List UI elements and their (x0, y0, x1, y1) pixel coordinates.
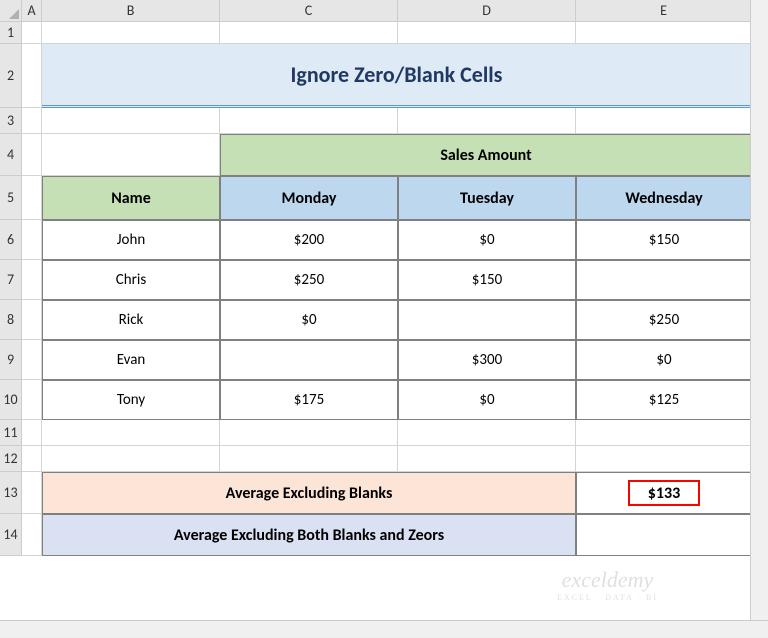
cell-mon-10[interactable]: $175 (220, 380, 398, 420)
spreadsheet-viewport: A B C D E 1234567891011121314 Ignore Zer… (0, 0, 768, 638)
cell-B12[interactable] (42, 446, 220, 472)
cell-name-7[interactable]: Chris (42, 260, 220, 300)
cell-E3[interactable] (576, 108, 752, 134)
header-tue[interactable]: Tuesday (398, 176, 576, 220)
cell-A2[interactable] (22, 44, 42, 108)
cell-C11[interactable] (220, 420, 398, 446)
cell-D3[interactable] (398, 108, 576, 134)
avg-excl-both-value[interactable] (576, 514, 752, 556)
row-header-13[interactable]: 13 (0, 472, 22, 514)
cell-D11[interactable] (398, 420, 576, 446)
row-headers: 1234567891011121314 (0, 22, 22, 556)
avg-excl-both-label[interactable]: Average Excluding Both Blanks and Zeors (42, 514, 576, 556)
cell-wed-9[interactable]: $0 (576, 340, 752, 380)
row-header-4[interactable]: 4 (0, 134, 22, 176)
select-all-corner[interactable] (0, 0, 22, 22)
cell-C1[interactable] (220, 22, 398, 44)
cell-A4[interactable] (22, 134, 42, 176)
cell-tue-9[interactable]: $300 (398, 340, 576, 380)
cell-D1[interactable] (398, 22, 576, 44)
avg-excl-blanks-value[interactable]: $133 (576, 472, 752, 514)
column-headers: A B C D E (22, 0, 752, 22)
cell-mon-9[interactable] (220, 340, 398, 380)
row-header-14[interactable]: 14 (0, 514, 22, 556)
cell-E1[interactable] (576, 22, 752, 44)
col-header-B[interactable]: B (42, 0, 220, 22)
title-cell[interactable]: Ignore Zero/Blank Cells (42, 44, 752, 108)
row-header-2[interactable]: 2 (0, 44, 22, 108)
row-header-3[interactable]: 3 (0, 108, 22, 134)
cell-tue-6[interactable]: $0 (398, 220, 576, 260)
cell-tue-8[interactable] (398, 300, 576, 340)
cell-wed-10[interactable]: $125 (576, 380, 752, 420)
row-header-7[interactable]: 7 (0, 260, 22, 300)
col-header-E[interactable]: E (576, 0, 752, 22)
cell-B4[interactable] (42, 134, 220, 176)
watermark-text: exceldemy (562, 567, 654, 592)
col-header-D[interactable]: D (398, 0, 576, 22)
cell-mon-7[interactable]: $250 (220, 260, 398, 300)
row-header-6[interactable]: 6 (0, 220, 22, 260)
header-wed[interactable]: Wednesday (576, 176, 752, 220)
cell-A3[interactable] (22, 108, 42, 134)
cell-name-10[interactable]: Tony (42, 380, 220, 420)
col-header-C[interactable]: C (220, 0, 398, 22)
header-name[interactable]: Name (42, 176, 220, 220)
row-header-12[interactable]: 12 (0, 446, 22, 472)
row-header-8[interactable]: 8 (0, 300, 22, 340)
cell-A6[interactable] (22, 220, 42, 260)
select-all-triangle-icon (9, 9, 19, 19)
cell-A9[interactable] (22, 340, 42, 380)
watermark: exceldemy EXCEL · DATA · BI (557, 567, 658, 602)
col-header-A[interactable]: A (22, 0, 42, 22)
row-header-11[interactable]: 11 (0, 420, 22, 446)
cell-wed-8[interactable]: $250 (576, 300, 752, 340)
horizontal-scrollbar[interactable] (0, 620, 768, 638)
cell-C3[interactable] (220, 108, 398, 134)
cell-wed-6[interactable]: $150 (576, 220, 752, 260)
cell-A13[interactable] (22, 472, 42, 514)
cell-C12[interactable] (220, 446, 398, 472)
cell-B3[interactable] (42, 108, 220, 134)
vertical-scrollbar[interactable] (750, 0, 768, 620)
cell-name-8[interactable]: Rick (42, 300, 220, 340)
cell-A5[interactable] (22, 176, 42, 220)
cell-wed-7[interactable] (576, 260, 752, 300)
cell-D12[interactable] (398, 446, 576, 472)
watermark-tagline: EXCEL · DATA · BI (557, 593, 658, 602)
cell-A12[interactable] (22, 446, 42, 472)
cell-tue-10[interactable]: $0 (398, 380, 576, 420)
cell-A10[interactable] (22, 380, 42, 420)
cell-B11[interactable] (42, 420, 220, 446)
row-header-5[interactable]: 5 (0, 176, 22, 220)
cell-name-9[interactable]: Evan (42, 340, 220, 380)
result-highlight: $133 (628, 480, 700, 506)
cell-E11[interactable] (576, 420, 752, 446)
cell-A11[interactable] (22, 420, 42, 446)
cell-mon-8[interactable]: $0 (220, 300, 398, 340)
row-header-1[interactable]: 1 (0, 22, 22, 44)
header-mon[interactable]: Monday (220, 176, 398, 220)
cell-B1[interactable] (42, 22, 220, 44)
row-header-10[interactable]: 10 (0, 380, 22, 420)
avg-excl-blanks-label[interactable]: Average Excluding Blanks (42, 472, 576, 514)
cell-name-6[interactable]: John (42, 220, 220, 260)
cell-A1[interactable] (22, 22, 42, 44)
cell-tue-7[interactable]: $150 (398, 260, 576, 300)
cell-E12[interactable] (576, 446, 752, 472)
cell-A7[interactable] (22, 260, 42, 300)
row-header-9[interactable]: 9 (0, 340, 22, 380)
cell-mon-6[interactable]: $200 (220, 220, 398, 260)
cell-A8[interactable] (22, 300, 42, 340)
cell-grid: Ignore Zero/Blank Cells Sales AmountNameM… (22, 22, 768, 556)
sales-amount-header[interactable]: Sales Amount (220, 134, 752, 176)
cell-A14[interactable] (22, 514, 42, 556)
